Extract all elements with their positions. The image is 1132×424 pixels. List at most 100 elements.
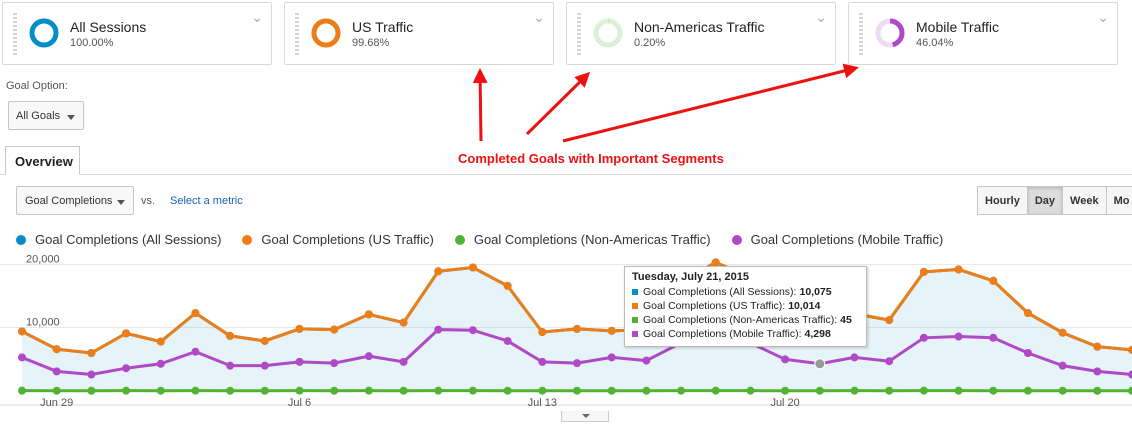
period-button-month[interactable]: Mo	[1105, 186, 1132, 215]
data-point[interactable]	[1023, 309, 1032, 318]
period-button-hourly[interactable]: Hourly	[977, 186, 1028, 215]
segment-card-non-americas-traffic[interactable]: Non-Americas Traffic 0.20% ⌄	[566, 2, 836, 65]
data-point[interactable]	[434, 386, 443, 395]
data-point[interactable]	[468, 386, 477, 395]
data-point[interactable]	[468, 326, 477, 335]
data-point[interactable]	[1023, 349, 1032, 357]
segment-card-mobile-traffic[interactable]: Mobile Traffic 46.04% ⌄	[848, 2, 1118, 65]
data-point[interactable]	[87, 386, 96, 395]
data-point[interactable]	[503, 386, 512, 395]
segment-card-all-sessions[interactable]: All Sessions 100.00% ⌄	[2, 2, 272, 65]
data-point[interactable]	[919, 386, 928, 395]
data-point[interactable]	[885, 316, 894, 325]
data-point[interactable]	[52, 367, 61, 376]
goal-option-dropdown[interactable]: All Goals	[8, 101, 84, 130]
data-point[interactable]	[399, 318, 408, 327]
data-point[interactable]	[642, 386, 651, 395]
period-button-day[interactable]: Day	[1026, 186, 1064, 215]
data-point[interactable]	[87, 349, 96, 357]
chevron-down-icon[interactable]: ⌄	[815, 9, 827, 25]
data-point[interactable]	[226, 361, 235, 370]
chart-expand-handle[interactable]	[561, 411, 609, 422]
drag-handle-icon[interactable]	[859, 13, 863, 55]
data-point[interactable]	[954, 386, 963, 395]
drag-handle-icon[interactable]	[577, 13, 581, 55]
metric-dropdown[interactable]: Goal Completions	[16, 186, 134, 215]
data-point[interactable]	[156, 359, 165, 368]
data-point[interactable]	[18, 386, 26, 395]
data-point[interactable]	[330, 386, 339, 395]
data-point[interactable]	[989, 333, 998, 342]
data-point[interactable]	[885, 357, 894, 366]
data-point[interactable]	[399, 357, 408, 366]
data-point[interactable]	[573, 359, 581, 368]
legend-item-us-traffic[interactable]: Goal Completions (US Traffic)	[242, 232, 434, 247]
data-point[interactable]	[607, 353, 616, 362]
chevron-down-icon[interactable]: ⌄	[1097, 9, 1109, 25]
data-point[interactable]	[18, 353, 26, 362]
data-point[interactable]	[295, 324, 304, 333]
tab-overview[interactable]: Overview	[5, 146, 80, 175]
data-point[interactable]	[885, 386, 894, 395]
chevron-down-icon[interactable]: ⌄	[533, 9, 545, 25]
data-point[interactable]	[1023, 386, 1032, 395]
legend-item-non-americas[interactable]: Goal Completions (Non-Americas Traffic)	[454, 232, 711, 247]
period-button-week[interactable]: Week	[1062, 186, 1107, 215]
data-point[interactable]	[1128, 345, 1132, 354]
data-point[interactable]	[122, 364, 131, 373]
segment-card-us-traffic[interactable]: US Traffic 99.68% ⌄	[284, 2, 554, 65]
data-point[interactable]	[573, 324, 581, 333]
data-point[interactable]	[503, 281, 512, 290]
data-point[interactable]	[989, 386, 998, 395]
data-point[interactable]	[919, 333, 928, 342]
data-point[interactable]	[1128, 386, 1132, 395]
data-point[interactable]	[87, 370, 96, 379]
legend-item-mobile-traffic[interactable]: Goal Completions (Mobile Traffic)	[731, 232, 943, 247]
data-point[interactable]	[434, 267, 443, 276]
data-point[interactable]	[607, 386, 616, 395]
data-point[interactable]	[538, 357, 547, 366]
data-point[interactable]	[850, 386, 859, 395]
data-point[interactable]	[191, 386, 200, 395]
data-point[interactable]	[226, 386, 235, 395]
legend-item-all-sessions[interactable]: Goal Completions (All Sessions)	[16, 232, 221, 247]
data-point[interactable]	[850, 353, 859, 362]
data-point[interactable]	[226, 331, 235, 340]
data-point[interactable]	[191, 309, 200, 318]
data-point[interactable]	[1058, 328, 1067, 337]
data-point[interactable]	[364, 310, 373, 319]
data-point[interactable]	[156, 386, 165, 395]
data-point[interactable]	[954, 332, 963, 341]
drag-handle-icon[interactable]	[295, 13, 299, 55]
data-point[interactable]	[781, 386, 790, 395]
data-point[interactable]	[1093, 386, 1102, 395]
data-point[interactable]	[295, 357, 304, 366]
chevron-down-icon[interactable]: ⌄	[251, 9, 263, 25]
data-point[interactable]	[1058, 386, 1067, 395]
data-point[interactable]	[295, 386, 304, 395]
data-point[interactable]	[503, 336, 512, 345]
data-point[interactable]	[191, 347, 200, 356]
data-point[interactable]	[642, 356, 651, 365]
drag-handle-icon[interactable]	[13, 13, 17, 55]
data-point[interactable]	[538, 386, 547, 395]
data-point[interactable]	[330, 359, 339, 368]
data-point[interactable]	[573, 386, 581, 395]
data-point[interactable]	[538, 328, 547, 337]
data-point[interactable]	[260, 386, 269, 395]
data-point[interactable]	[746, 386, 755, 395]
data-point[interactable]	[954, 265, 963, 274]
data-point[interactable]	[468, 263, 477, 272]
data-point[interactable]	[364, 386, 373, 395]
data-point[interactable]	[52, 386, 61, 395]
data-point[interactable]	[18, 327, 26, 336]
data-point[interactable]	[260, 361, 269, 370]
data-point[interactable]	[156, 337, 165, 346]
data-point[interactable]	[260, 336, 269, 345]
data-point[interactable]	[52, 345, 61, 354]
data-point[interactable]	[607, 326, 616, 335]
data-point[interactable]	[1058, 361, 1067, 370]
data-point[interactable]	[677, 386, 686, 395]
data-point[interactable]	[122, 386, 131, 395]
data-point[interactable]	[1093, 367, 1102, 376]
